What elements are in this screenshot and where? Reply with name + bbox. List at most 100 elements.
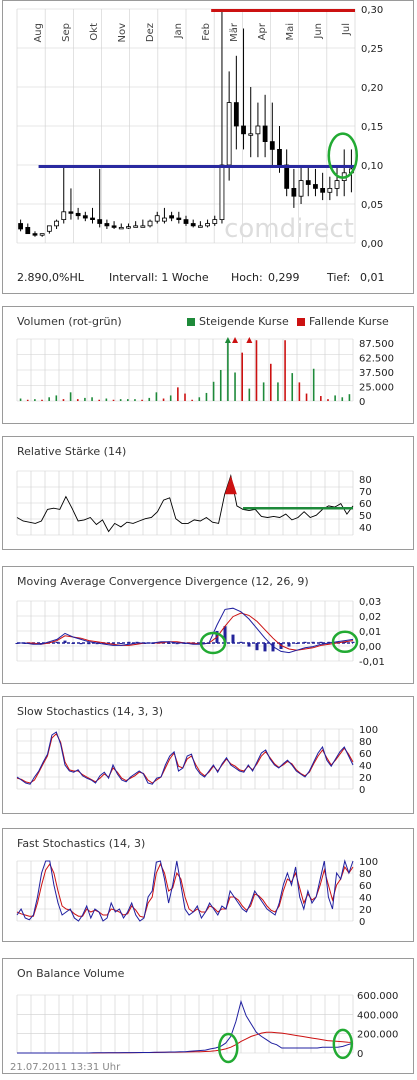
candle-body (305, 180, 311, 185)
price-month-label: Jan (173, 23, 184, 39)
macd-ytick: -0,01 (359, 657, 385, 668)
rsi-ytick: 40 (359, 523, 372, 534)
rsi-title: Relative Stärke (14) (17, 445, 127, 458)
legend-green-square (187, 318, 195, 326)
candle-body (46, 225, 52, 232)
candle-body (18, 223, 23, 230)
watermark-logo: comdirect (224, 214, 354, 244)
candle-body (205, 223, 210, 227)
candle-body (183, 219, 189, 224)
rsi-ytick: 60 (359, 499, 372, 510)
macd-histogram-bar (247, 643, 251, 647)
candle-body (82, 215, 88, 219)
macd-histogram-bar (263, 643, 267, 652)
candle-body (75, 212, 81, 217)
slow-stoch-k-line (16, 731, 354, 785)
volume-ytick: 37.500 (359, 368, 394, 379)
price-month-label: Dez (145, 23, 156, 42)
candle-body (241, 125, 246, 135)
candle-body (327, 187, 333, 193)
price-month-label: Feb (201, 23, 212, 41)
candle-body (90, 217, 95, 220)
candle-body (39, 233, 45, 236)
candle-body (61, 211, 67, 221)
rsi-ytick: 80 (359, 475, 372, 486)
price-ytick: 0,25 (361, 44, 383, 55)
candle-body (118, 226, 124, 230)
chart-info-low: 0,01 (360, 271, 385, 284)
chart-info-high-label: Hoch: (231, 271, 263, 284)
chart-info-symbol: 2.890,0%HL (17, 271, 84, 284)
chart-info-interval: Intervall: 1 Woche (109, 271, 209, 284)
candle-body (233, 102, 239, 127)
fast-stoch-ytick: 60 (359, 881, 372, 892)
candle-body (197, 225, 203, 228)
macd-ytick: 0,02 (359, 612, 381, 623)
obv-highlight-ellipse (332, 1028, 354, 1060)
macd-histogram-bar (223, 626, 227, 643)
candle-body (320, 187, 326, 193)
price-month-label: Aug (33, 23, 44, 43)
macd-histogram-bar (255, 643, 259, 651)
fast-stoch-ytick: 0 (359, 917, 365, 928)
macd-highlight-ellipse (199, 631, 227, 655)
obv-ytick: 600.000 (357, 991, 398, 1002)
price-month-label: Apr (257, 22, 268, 40)
candle-body (284, 164, 290, 189)
volume-legend-down: Fallende Kurse (297, 315, 389, 328)
price-ytick: 0,00 (361, 239, 383, 250)
macd-ytick: 0,00 (359, 642, 381, 653)
candle-body (269, 141, 275, 150)
price-month-label: Mär (229, 22, 240, 42)
price-ytick: 0,05 (361, 200, 383, 211)
slow-stoch-ytick: 60 (359, 749, 372, 760)
candle-body (54, 220, 59, 227)
price-chart-panel: Aug Sep Okt Nov Dez Jan Feb Mär Apr Mai Jun Jul 0,30… (2, 0, 414, 294)
slow-stoch-ytick: 40 (359, 761, 372, 772)
volume-arrow (246, 337, 253, 343)
macd-histogram-bar (159, 641, 163, 643)
volume-legend-up: Steigende Kurse (187, 315, 289, 328)
volume-ytick: 87.500 (359, 339, 394, 350)
price-ytick: 0,15 (361, 122, 383, 133)
chart-info-high: 0,299 (268, 271, 300, 284)
macd-histogram-bar (39, 643, 43, 644)
price-ytick: 0,20 (361, 83, 383, 94)
candle-body (32, 233, 38, 236)
macd-histogram-bar (79, 643, 83, 645)
macd-histogram-bar (63, 640, 67, 643)
candle-body (140, 225, 146, 228)
slow-stoch-ytick: 20 (359, 773, 372, 784)
candle-body (226, 102, 232, 166)
price-month-label: Jul (341, 23, 352, 36)
candle-body (248, 133, 254, 136)
volume-arrow (224, 337, 231, 343)
volume-arrow (232, 337, 239, 343)
price-ytick: 0,30 (361, 5, 383, 16)
highlight-ellipse (327, 132, 359, 179)
timestamp: 21.07.2011 13:31 Uhr (10, 1062, 121, 1073)
obv-panel: On Balance Volume 600.000 400.000 200.000 0 (2, 958, 414, 1074)
macd-chart: 0,03 0,02 0,01 0,00 -0,01 (15, 597, 385, 668)
candle-body (126, 226, 131, 229)
obv-ytick: 200.000 (357, 1030, 398, 1041)
slow-stoch-d-line (16, 732, 354, 784)
candle-body (212, 219, 218, 224)
candle-body (97, 219, 103, 224)
fast-stoch-ytick: 20 (359, 905, 372, 916)
candle-body (219, 164, 225, 220)
candle-body (291, 187, 297, 197)
slow-stochastics-title: Slow Stochastics (14, 3, 3) (17, 705, 163, 718)
candle-body (255, 125, 261, 135)
slow-stoch-ytick: 100 (359, 725, 378, 736)
candle-body (277, 148, 282, 166)
candle-body (190, 223, 196, 227)
price-month-label: Sep (61, 23, 72, 42)
volume-ytick: 25.000 (359, 383, 394, 394)
rsi-line (16, 473, 354, 533)
volume-chart: 87.500 62.500 37.500 25.000 0 (16, 337, 394, 408)
price-ytick: 0,10 (361, 161, 383, 172)
